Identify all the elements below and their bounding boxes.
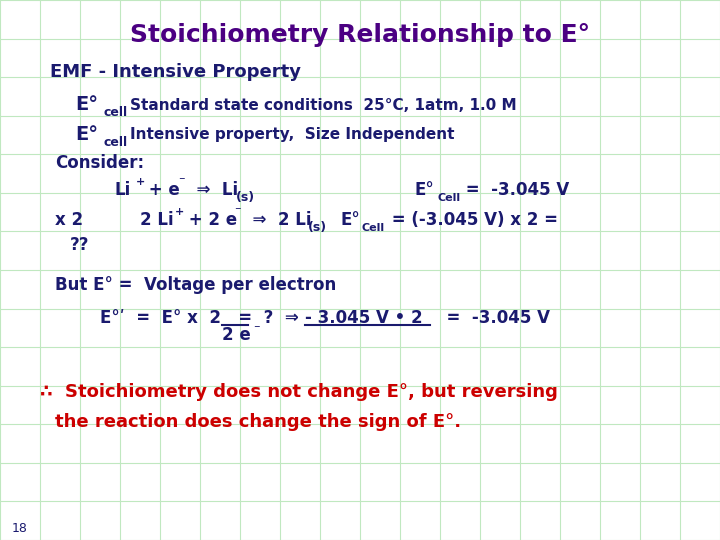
Text: x 2: x 2 [55, 211, 83, 229]
Text: ⇒  2 Li: ⇒ 2 Li [241, 211, 312, 229]
Text: - 3.045 V • 2: - 3.045 V • 2 [305, 309, 423, 327]
Text: E°ʹ  =  E° x  2   =  ?  ⇒: E°ʹ = E° x 2 = ? ⇒ [100, 309, 299, 327]
Text: = (-3.045 V) x 2 =: = (-3.045 V) x 2 = [386, 211, 558, 229]
Text: E°: E° [75, 96, 98, 114]
Text: Stoichiometry Relationship to E°: Stoichiometry Relationship to E° [130, 23, 590, 47]
Text: ??: ?? [70, 236, 89, 254]
Text: 2 Li: 2 Li [140, 211, 174, 229]
Text: cell: cell [103, 137, 127, 150]
Text: Cell: Cell [362, 223, 385, 233]
Text: + e: + e [143, 181, 180, 199]
Text: E°: E° [415, 181, 435, 199]
Text: But E° =  Voltage per electron: But E° = Voltage per electron [55, 276, 336, 294]
Text: 18: 18 [12, 522, 28, 535]
Text: ∴  Stoichiometry does not change E°, but reversing: ∴ Stoichiometry does not change E°, but … [40, 383, 558, 401]
Text: ⇒  Li: ⇒ Li [185, 181, 238, 199]
Text: EMF - Intensive Property: EMF - Intensive Property [50, 63, 301, 81]
Text: 2 e: 2 e [222, 326, 251, 344]
Text: Intensive property,  Size Independent: Intensive property, Size Independent [130, 127, 454, 143]
Text: +: + [136, 177, 145, 187]
Text: Consider:: Consider: [55, 154, 144, 172]
Text: Li: Li [115, 181, 131, 199]
Text: + 2 e: + 2 e [183, 211, 237, 229]
Text: Standard state conditions  25°C, 1atm, 1.0 M: Standard state conditions 25°C, 1atm, 1.… [130, 98, 517, 112]
Text: (s): (s) [308, 221, 327, 234]
Text: (s): (s) [236, 192, 255, 205]
Text: E°: E° [340, 211, 360, 229]
Text: ⁻: ⁻ [178, 176, 184, 188]
Text: +: + [175, 207, 184, 217]
Text: ⁻: ⁻ [234, 206, 240, 219]
Text: E°: E° [75, 125, 98, 145]
Text: the reaction does change the sign of E°.: the reaction does change the sign of E°. [55, 413, 461, 431]
Text: cell: cell [103, 106, 127, 119]
Text: Cell: Cell [437, 193, 460, 203]
Text: =  -3.045 V: = -3.045 V [435, 309, 550, 327]
Text: ⁻: ⁻ [253, 323, 260, 336]
Text: =  -3.045 V: = -3.045 V [460, 181, 570, 199]
